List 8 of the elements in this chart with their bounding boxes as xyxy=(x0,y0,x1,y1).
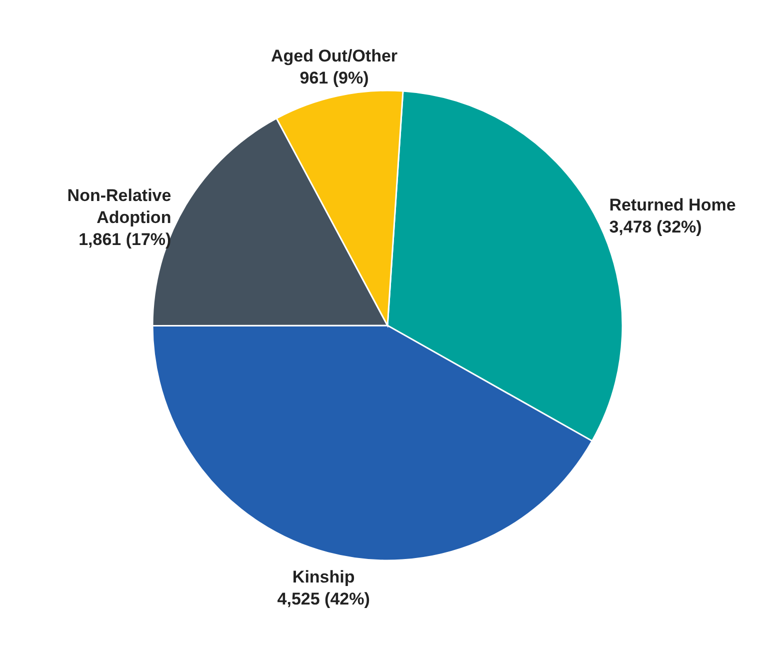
slice-label: Aged Out/Other xyxy=(270,46,398,66)
slice-label: Kinship xyxy=(292,567,355,586)
data-label: 3,478 (32%) xyxy=(609,218,702,237)
data-label: 4,525 (42%) xyxy=(277,589,370,608)
slice-label: Returned Home xyxy=(609,196,736,215)
data-label: 961 (9%) xyxy=(300,68,369,88)
slice-label: Non-Relative Adoption xyxy=(67,186,172,228)
data-label: 1,861 (17%) xyxy=(78,230,172,250)
